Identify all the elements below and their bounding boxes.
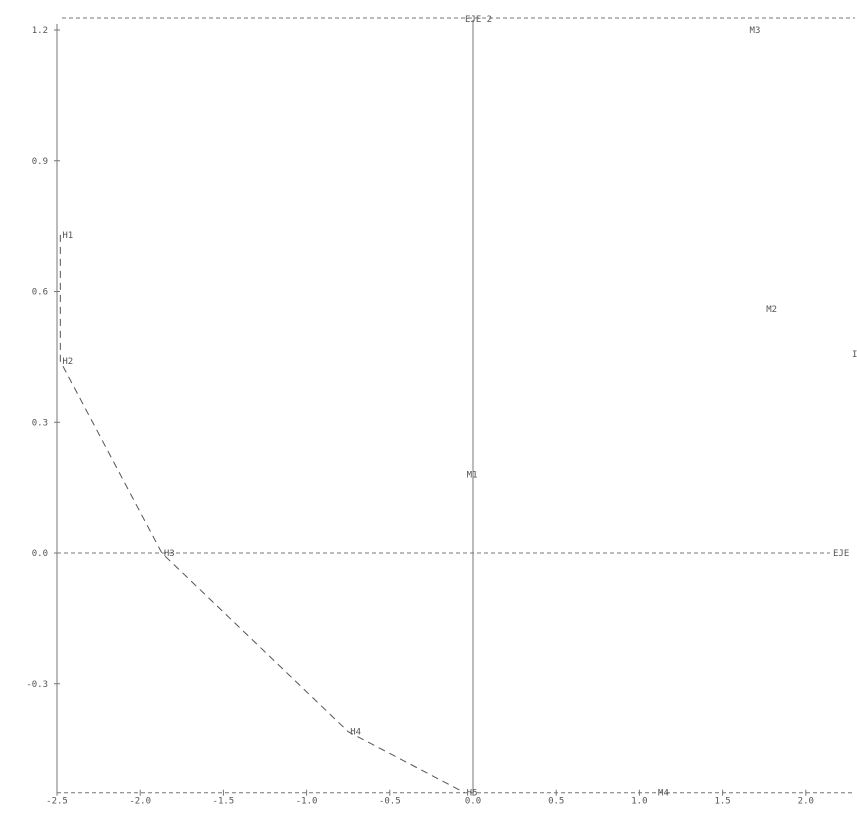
x-tick-label: -1.0 xyxy=(296,797,318,807)
series-polyline xyxy=(59,234,465,794)
y-tick-label: 0.9 xyxy=(32,157,48,167)
axis-label-eje: EJE xyxy=(833,549,849,559)
point-labels: H1 H2 H3 H4 H5 M1 M2 M3 M4 I xyxy=(62,26,857,799)
x-tick-label: -2.0 xyxy=(129,797,151,807)
series-lines xyxy=(59,234,465,794)
x-tick-label: 2.0 xyxy=(798,797,814,807)
y-tick-label: -0.3 xyxy=(26,680,48,690)
point-m1: M1 xyxy=(467,471,478,481)
axes-frame: EJE EJE 2 xyxy=(56,15,855,794)
tick-marks: 1.2 0.9 0.6 0.3 0.0 -0.3 -2.5 -2.0 -1.5 -1.0 -0.5 0… xyxy=(26,26,814,807)
x-tick-label: -1.5 xyxy=(213,797,235,807)
y-tick-label: 0.6 xyxy=(32,288,48,298)
y-tick-label: 0.0 xyxy=(32,549,48,559)
y-tick-label: 0.3 xyxy=(32,418,48,428)
point-h2: H2 xyxy=(62,357,73,367)
point-h3: H3 xyxy=(164,549,175,559)
y-tick-label: 1.2 xyxy=(32,26,48,36)
point-h1: H1 xyxy=(62,231,73,241)
point-h5: H5 xyxy=(467,789,478,799)
point-m4: M4 xyxy=(658,789,669,799)
x-tick-label: 0.0 xyxy=(465,797,481,807)
axis-label-eje2: EJE 2 xyxy=(465,15,492,25)
point-h4: H4 xyxy=(350,728,361,738)
x-tick-label: -0.5 xyxy=(379,797,401,807)
point-m2: M2 xyxy=(766,305,777,315)
x-tick-label: 0.5 xyxy=(548,797,564,807)
point-m3: M3 xyxy=(750,26,761,36)
x-tick-label: 1.5 xyxy=(714,797,730,807)
x-tick-label: -2.5 xyxy=(46,797,68,807)
edge-mark: I xyxy=(852,350,857,360)
x-tick-label: 1.0 xyxy=(631,797,647,807)
